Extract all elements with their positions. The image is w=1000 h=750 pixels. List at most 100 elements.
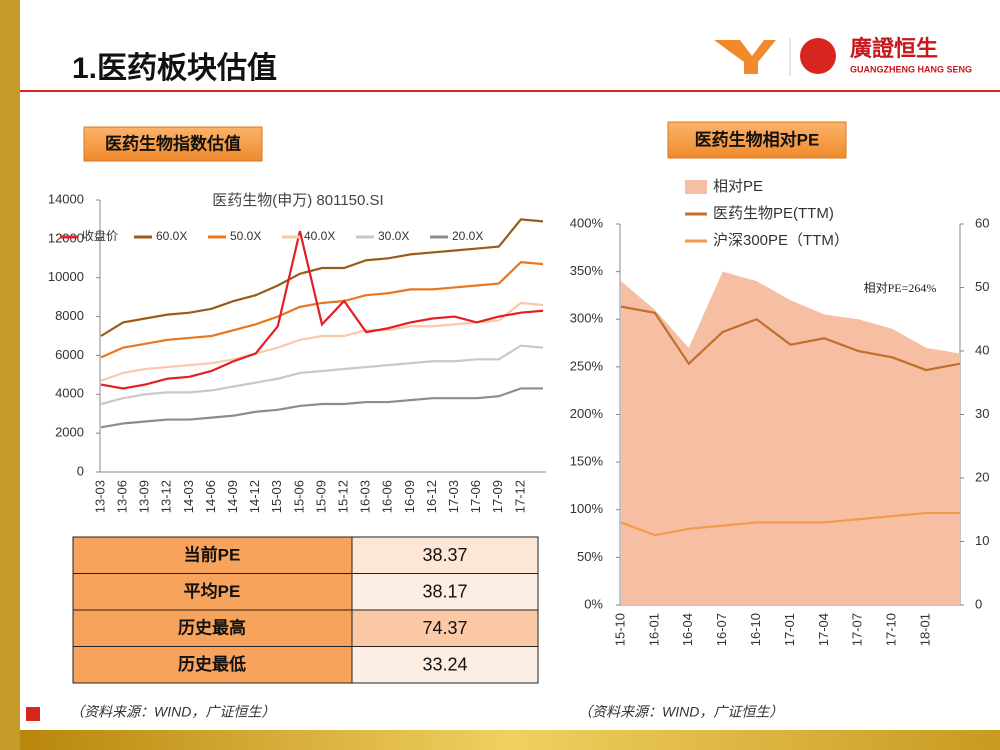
x-tick-label: 16-04 [680,613,695,646]
x-tick-label: 17-10 [884,613,899,646]
logo-name: 廣證恒生 [850,36,938,61]
y2-tick-label: 40 [975,342,989,357]
table-cell [351,573,539,611]
x-tick-label: 16-03 [358,480,373,513]
line [100,230,544,390]
table: 当前PE 38.37 平均PE 38.17 历史最高 74.37 历史最低 33.24 [72,536,539,684]
x-tick-label: 16-01 [646,613,661,646]
x-tick-label: 15-09 [313,480,328,513]
slide-title: 1.医药板块估值 [72,52,277,85]
table-label: 平均PE [184,581,241,601]
table-cell [351,536,539,574]
line [100,261,544,359]
source-note: （资料来源：WIND，广证恒生） [578,704,783,720]
bottom-band [20,730,1000,750]
x-tick-label: 14-12 [247,480,262,513]
bullet [26,707,40,721]
x-tick-label: 15-10 [612,613,627,646]
x-tick-label: 14-09 [225,480,240,513]
line [620,511,960,537]
line [100,301,544,382]
line [100,387,543,429]
annotation: 相对PE=264% [864,281,937,295]
x-tick-label: 13-06 [115,480,130,513]
table-value: 33.24 [422,654,467,674]
side-bar [0,0,20,750]
panel-tag [667,121,847,159]
legend-label: 40.0X [304,229,335,243]
y-tick-label: 4000 [55,386,84,401]
source-note: （资料来源：WIND，广证恒生） [70,704,275,720]
line [100,344,544,406]
table-label: 历史最低 [178,654,246,674]
y-tick-label: 50% [577,549,603,564]
x-tick-label: 14-03 [181,480,196,513]
y-tick-label: 14000 [48,191,84,206]
y-tick-label: 0 [77,463,84,478]
x-tick-label: 16-06 [380,480,395,513]
y-tick-label: 150% [570,454,604,469]
x-tick-label: 13-09 [137,480,152,513]
panel-label: 医药生物相对PE [695,129,820,149]
y-tick-label: 10000 [48,269,84,284]
table-cell [72,646,353,684]
y2-tick-label: 20 [975,469,989,484]
line [620,305,961,372]
panel-label: 医药生物指数估值 [105,133,241,153]
x-tick-label: 18-01 [918,613,933,646]
y-tick-label: 2000 [55,425,84,440]
y-tick-label: 400% [570,215,604,230]
table-value: 38.37 [422,545,467,565]
legend-label: 相对PE [713,178,763,195]
x-tick-label: 17-07 [850,613,865,646]
x-tick-label: 15-03 [269,480,284,513]
table-cell [72,536,353,574]
legend-label: 收盘价 [82,228,118,243]
x-tick-label: 17-06 [468,480,483,513]
y2-tick-label: 10 [975,533,989,548]
area [621,271,960,605]
x-tick-label: 15-12 [336,480,351,513]
table-cell [72,609,353,647]
x-tick-label: 16-09 [402,480,417,513]
x-tick-label: 17-04 [816,613,831,646]
y-tick-label: 100% [570,501,604,516]
table-cell [351,646,539,684]
legend-label: 20.0X [452,229,483,243]
x-tick-label: 17-09 [490,480,505,513]
x-tick-label: 16-12 [424,480,439,513]
y-tick-label: 300% [570,311,604,326]
x-tick-label: 16-07 [714,613,729,646]
legend-label: 沪深300PE（TTM） [713,232,849,249]
panel-tag [83,126,263,162]
y2-tick-label: 0 [975,596,982,611]
table-label: 历史最高 [178,617,246,637]
x-tick-label: 17-03 [446,480,461,513]
legend-label: 50.0X [230,229,261,243]
table-label: 当前PE [184,544,241,564]
y-tick-label: 200% [570,406,604,421]
legend-label: 医药生物PE(TTM) [713,205,834,222]
y2-tick-label: 50 [975,279,989,294]
y2-tick-label: 30 [975,406,989,421]
line [100,218,544,337]
table-value: 74.37 [422,618,467,638]
y-tick-label: 350% [570,263,604,278]
y-tick-label: 8000 [55,308,84,323]
legend-label: 30.0X [378,229,409,243]
x-tick-label: 15-06 [291,480,306,513]
x-tick-label: 17-01 [782,613,797,646]
logo-seal [800,38,836,74]
y-tick-label: 6000 [55,347,84,362]
logo-sub: GUANGZHENG HANG SENG [850,64,972,74]
x-tick-label: 13-03 [92,480,107,513]
chart-title: 医药生物(申万) 801150.SI [212,192,383,209]
y-tick-label: 0% [584,596,603,611]
table-value: 38.17 [422,581,467,601]
logo-mark [714,40,776,74]
x-tick-label: 16-10 [748,613,763,646]
y-tick-label: 250% [570,358,604,373]
x-tick-label: 17-12 [512,480,527,513]
x-tick-label: 13-12 [159,480,174,513]
